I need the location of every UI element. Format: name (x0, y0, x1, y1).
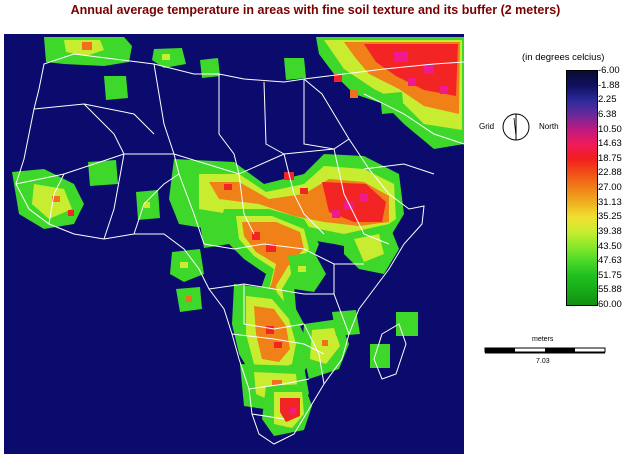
scale-bar-graphic (484, 347, 606, 354)
legend-label: 2.25 (598, 94, 617, 106)
north-arrow: Grid North (479, 104, 565, 150)
map-area[interactable] (4, 34, 464, 454)
compass-grid-label: Grid (479, 122, 495, 131)
scale-unit-label: meters (532, 336, 554, 343)
legend-label: 31.13 (598, 196, 622, 208)
legend-label: 60.00 (598, 299, 622, 310)
legend-label: 14.63 (598, 138, 622, 150)
country-borders (15, 53, 464, 445)
scale-bar: meters 7.03 (484, 336, 606, 376)
legend-label: 10.50 (598, 123, 622, 135)
legend-label: 55.88 (598, 284, 622, 296)
legend-label: 18.75 (598, 152, 622, 164)
legend-label: 27.00 (598, 182, 622, 193)
north-arrow-icon (502, 113, 530, 141)
map-title: Annual average temperature in areas with… (70, 3, 561, 17)
legend-label: -6.00 (598, 65, 620, 76)
legend-label: 6.38 (598, 108, 617, 120)
legend-label: 43.50 (598, 240, 622, 252)
legend-label: 51.75 (598, 269, 622, 281)
scale-value-label: 7.03 (536, 358, 550, 365)
legend-label: 47.63 (598, 255, 622, 267)
legend-label: 39.38 (598, 225, 622, 237)
legend-label: 22.88 (598, 167, 622, 179)
legend-label: 35.25 (598, 211, 622, 223)
compass-north-label: North (539, 122, 559, 131)
legend-label: -1.88 (598, 79, 620, 91)
map-svg (4, 34, 464, 454)
legend-title: (in degrees celcius) (522, 52, 605, 63)
legend-color-bar (566, 70, 598, 306)
